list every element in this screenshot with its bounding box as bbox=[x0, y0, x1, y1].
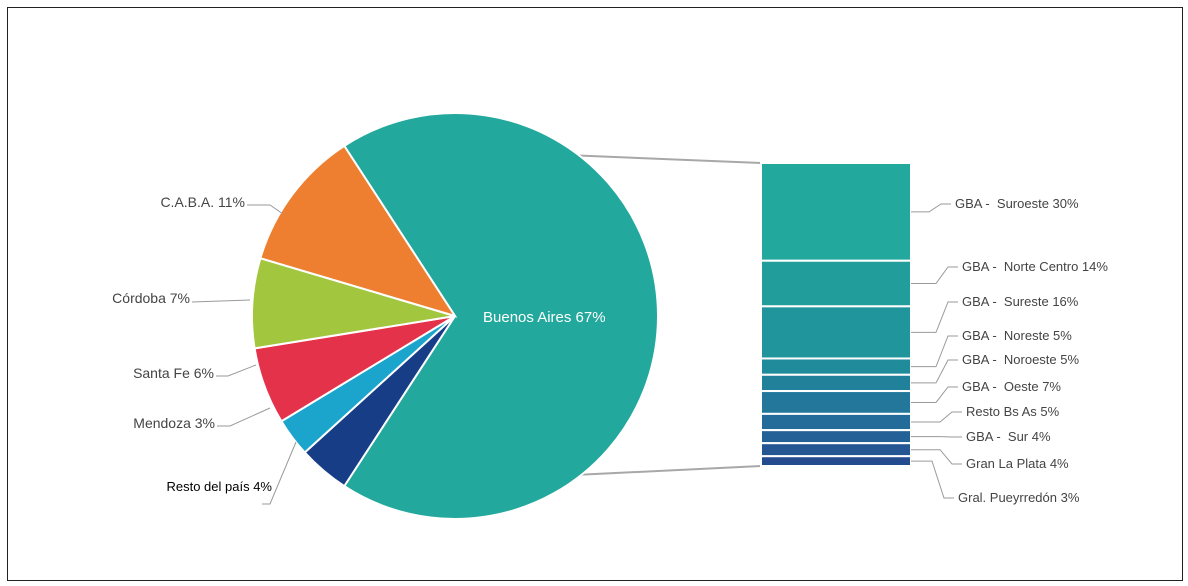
leader-line bbox=[911, 449, 962, 465]
bar-label-gba-suroeste-30: GBA - Suroeste 30% bbox=[955, 196, 1079, 211]
pie-label-c-a-b-a-11: C.A.B.A. 11% bbox=[160, 194, 245, 210]
bar-label-gba-oeste-7: GBA - Oeste 7% bbox=[962, 379, 1061, 394]
bar-label-gba-sureste-16: GBA - Sureste 16% bbox=[962, 294, 1079, 309]
pie-slice-buenos-aires-67 bbox=[342, 112, 660, 520]
bar-label-gba-noreste-5: GBA - Noreste 5% bbox=[962, 328, 1072, 343]
leader-line bbox=[911, 335, 958, 368]
leader-line bbox=[911, 203, 951, 213]
pie-chart bbox=[251, 112, 660, 520]
bar-segment-gba-noroeste-5 bbox=[760, 373, 912, 393]
leader-line bbox=[911, 359, 958, 384]
bar-label-gba-norte-centro-14: GBA - Norte Centro 14% bbox=[962, 259, 1108, 274]
leader-line bbox=[911, 301, 958, 333]
leader-line bbox=[217, 407, 271, 427]
leader-line bbox=[911, 266, 958, 285]
leader-line bbox=[262, 441, 297, 505]
bar-segment-gba-sureste-16 bbox=[760, 305, 912, 360]
bar-segment-gba-oeste-7 bbox=[760, 390, 912, 415]
bar-segment-resto-bs-as-5 bbox=[760, 412, 912, 432]
bar-label-resto-bs-as-5: Resto Bs As 5% bbox=[966, 404, 1060, 419]
pie-label-buenos-aires-67: Buenos Aires 67% bbox=[483, 309, 606, 326]
leader-line bbox=[191, 299, 251, 303]
pie-slice-c-a-b-a-11 bbox=[259, 144, 458, 318]
leader-line bbox=[911, 411, 962, 423]
pie-label-cordoba-7: Córdoba 7% bbox=[112, 290, 190, 306]
leader-line bbox=[911, 460, 954, 499]
stacked-bar bbox=[760, 162, 912, 468]
bar-label-gba-sur-4: GBA - Sur 4% bbox=[966, 429, 1051, 444]
bar-segment-gba-sur-4 bbox=[760, 429, 912, 445]
leader-line bbox=[911, 386, 958, 403]
bar-segment-gba-norte-centro-14 bbox=[760, 259, 912, 308]
bar-segment-gral-pueyrredon-3 bbox=[760, 455, 912, 468]
bar-label-gral-pueyrredon-3: Gral. Pueyrredón 3% bbox=[958, 490, 1080, 505]
bar-label-gba-noroeste-5: GBA - Noroeste 5% bbox=[962, 352, 1079, 367]
pie-labels: Buenos Aires 67% C.A.B.A. 11% Córdoba 7% Sa… bbox=[112, 194, 606, 505]
pie-label-resto-del-pais-4: Resto del país 4% bbox=[166, 479, 272, 494]
pie-label-mendoza-3: Mendoza 3% bbox=[133, 415, 215, 431]
stacked-bar-labels: GBA - Suroeste 30% GBA - Norte Centro 14%… bbox=[911, 196, 1108, 505]
bar-segment-gba-suroeste-30 bbox=[760, 162, 912, 262]
bar-segment-gran-la-plata-4 bbox=[760, 442, 912, 458]
bar-label-gran-la-plata-4: Gran La Plata 4% bbox=[966, 456, 1069, 471]
leader-line bbox=[216, 364, 257, 377]
pie-label-santa-fe-6: Santa Fe 6% bbox=[133, 365, 214, 381]
leader-line bbox=[247, 204, 284, 215]
bar-segment-gba-noreste-5 bbox=[760, 357, 912, 376]
